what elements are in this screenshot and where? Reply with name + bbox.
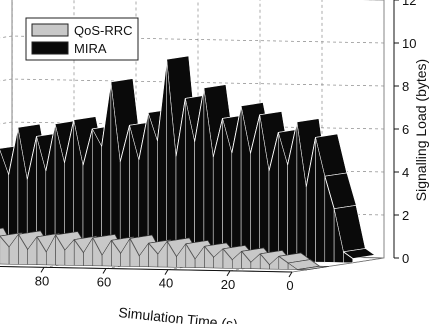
series-trace [166, 241, 177, 257]
series-trace [287, 121, 298, 165]
grid-line-x [0, 0, 13, 254]
series-trace [324, 176, 335, 209]
series-trace [175, 98, 186, 157]
series-trace [249, 114, 261, 154]
x-tick [226, 270, 231, 277]
chart-axes: 024681012020406080100120 [0, 0, 416, 293]
series-trace [309, 259, 320, 267]
x-tick [102, 268, 107, 274]
series-trace [194, 87, 205, 142]
x-tick-label: 80 [35, 273, 49, 288]
series-trace [259, 253, 270, 266]
series-trace [26, 136, 37, 180]
series-trace [231, 105, 242, 154]
x-tick-label: 0 [286, 278, 293, 293]
series-trace [222, 248, 233, 261]
series-trace [82, 128, 93, 166]
series-trace [278, 255, 289, 264]
series-mira [0, 55, 376, 264]
series-trace [119, 125, 130, 162]
x-axis-label: Simulation Time (s) [118, 304, 239, 324]
series-trace [305, 137, 316, 187]
series-trace [8, 127, 19, 175]
series-trace [204, 246, 215, 258]
z-tick-label: 10 [402, 36, 416, 51]
series-trace [92, 237, 103, 256]
legend-swatch-mira [31, 41, 69, 55]
series-trace [148, 242, 159, 255]
series-trace [129, 238, 140, 257]
series-trace [55, 234, 66, 251]
x-tick-label: 20 [221, 277, 235, 292]
series-trace [18, 234, 29, 250]
series-trace [111, 240, 122, 254]
x-tick [164, 269, 169, 275]
series-trace [156, 59, 168, 141]
legend: QoS-RRC MIRA [25, 17, 139, 61]
chart-series [0, 55, 376, 271]
z-tick-label: 0 [402, 251, 409, 266]
series-trace [212, 118, 223, 158]
series-qos-rrc [0, 227, 329, 271]
z-tick-label: 8 [402, 79, 409, 94]
series-trace [337, 133, 348, 173]
z-tick-label: 12 [402, 0, 416, 8]
x-tick-label: 40 [159, 276, 173, 291]
series-trace [138, 112, 149, 160]
series-trace [268, 132, 279, 171]
series-trace [63, 119, 75, 163]
z-axis-label: Signalling Load (bytes) [413, 59, 429, 201]
series-trace [101, 81, 112, 147]
series-trace [0, 235, 10, 248]
x-tick-label: 60 [97, 275, 111, 290]
series-trace [73, 239, 84, 253]
series-trace [185, 243, 196, 260]
x-tick [288, 271, 293, 278]
series-trace [36, 236, 47, 253]
series-trace [355, 205, 366, 249]
z-tick-label: 6 [402, 122, 409, 137]
series-trace [45, 123, 56, 172]
z-tick-label: 2 [402, 208, 409, 223]
series-trace [241, 251, 252, 263]
z-tick-label: 4 [402, 165, 409, 180]
series-segment-face [287, 262, 299, 270]
series-trace [343, 251, 353, 259]
legend-label-mira: MIRA [74, 41, 107, 56]
legend-label-qos-rrc: QoS-RRC [74, 23, 133, 38]
x-tick [40, 267, 45, 273]
legend-swatch-qos-rrc [31, 23, 69, 37]
